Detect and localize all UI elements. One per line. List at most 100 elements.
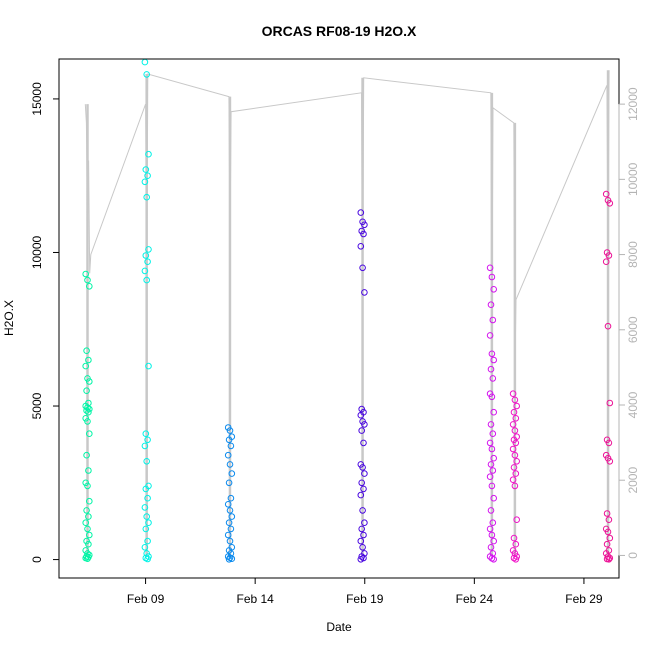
data-point: [509, 390, 517, 398]
data-point: [83, 507, 90, 514]
data-point: [606, 200, 614, 207]
data-point: [605, 252, 613, 259]
data-point: [606, 534, 614, 542]
data-point: [487, 421, 495, 428]
data-point: [225, 519, 233, 527]
y-tick-label-left: 15000: [30, 82, 44, 116]
data-point: [361, 421, 368, 428]
data-point: [509, 476, 517, 484]
data-point: [141, 504, 149, 511]
data-point: [86, 497, 93, 505]
data-point: [511, 482, 519, 490]
secondary-line-layer: [84, 70, 610, 556]
data-point: [510, 408, 518, 416]
data-point: [85, 408, 92, 416]
y-tick-label-right: 2000: [626, 467, 640, 494]
data-point: [358, 553, 366, 560]
data-point: [489, 375, 497, 382]
data-point: [85, 540, 92, 548]
data-point: [490, 556, 498, 563]
data-point: [510, 464, 518, 471]
data-point: [513, 516, 521, 524]
data-point: [486, 264, 494, 272]
data-point: [85, 467, 92, 474]
chart-title: ORCAS RF08-19 H2O.X: [262, 23, 417, 39]
data-point: [82, 270, 89, 278]
data-point: [488, 393, 496, 401]
x-tick-label: Feb 24: [456, 592, 494, 606]
series-rf14: [602, 190, 614, 563]
series-rf08: [82, 270, 93, 563]
y-tick-label-right: 0: [626, 552, 640, 559]
y-tick-label-right: 12000: [626, 87, 640, 121]
data-point: [83, 451, 90, 459]
y-tick-label-left: 10000: [30, 235, 44, 269]
series-rf13: [509, 390, 521, 563]
data-point: [512, 556, 520, 563]
data-point: [489, 467, 497, 474]
data-point: [228, 555, 236, 563]
x-tick-label: Feb 19: [346, 592, 384, 606]
data-point: [360, 230, 367, 238]
data-point: [509, 445, 517, 453]
data-point: [141, 544, 149, 551]
data-point: [141, 267, 149, 275]
data-point: [83, 347, 90, 355]
data-point: [225, 479, 233, 487]
data-point: [486, 473, 494, 481]
data-point: [226, 507, 234, 514]
x-axis: Feb 09 Feb 14 Feb 19 Feb 24 Feb 29: [127, 577, 603, 606]
data-point: [602, 190, 610, 198]
data-point: [603, 540, 611, 548]
data-point: [361, 470, 368, 477]
data-point: [487, 461, 495, 468]
data-point: [84, 418, 91, 425]
data-point: [510, 534, 518, 542]
data-point: [357, 209, 365, 216]
data-point: [512, 540, 520, 548]
data-point: [359, 544, 366, 551]
data-point: [85, 356, 92, 364]
data-point: [486, 439, 494, 447]
data-point: [513, 402, 521, 410]
data-point: [490, 286, 498, 293]
y-tick-label-right: 8000: [626, 241, 640, 268]
data-point: [511, 396, 519, 404]
data-point: [359, 507, 366, 514]
data-point: [143, 458, 150, 465]
x-tick-label: Feb 09: [127, 592, 165, 606]
data-point: [488, 531, 496, 539]
data-point: [142, 166, 150, 173]
data-point: [606, 399, 614, 407]
data-point: [144, 537, 151, 545]
data-point: [358, 427, 366, 434]
data-point: [141, 178, 149, 186]
data-point: [488, 350, 496, 358]
data-point: [86, 283, 93, 290]
data-point: [486, 332, 494, 339]
data-point: [490, 454, 498, 462]
data-point: [511, 451, 519, 459]
data-point: [488, 482, 496, 490]
y-tick-label-right: 4000: [626, 391, 640, 418]
data-point: [144, 555, 151, 563]
data-point: [142, 525, 150, 533]
data-point: [489, 430, 497, 438]
data-point: [84, 525, 91, 533]
data-point: [513, 458, 521, 465]
data-point: [86, 378, 93, 385]
data-point: [510, 554, 518, 562]
data-point: [605, 439, 613, 447]
data-point: [228, 470, 236, 477]
x-axis-label: Date: [326, 620, 352, 634]
data-point: [83, 407, 90, 414]
data-point: [357, 411, 365, 419]
data-point: [144, 436, 151, 444]
data-point: [83, 387, 90, 395]
data-point: [358, 525, 366, 533]
data-point: [488, 273, 496, 281]
data-point: [84, 555, 91, 563]
series-rf12: [486, 264, 498, 563]
data-point: [487, 301, 495, 309]
